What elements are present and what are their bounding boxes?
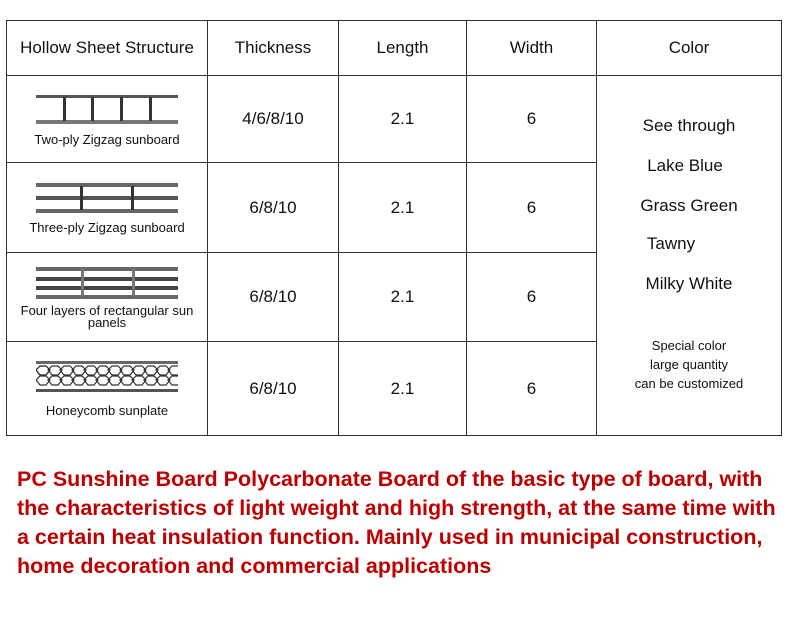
color-option: Milky White <box>645 274 733 293</box>
honeycomb-cell <box>167 365 178 376</box>
color-cell: See through Lake Blue Grass Green Tawny … <box>596 75 782 436</box>
honeycomb-cell <box>143 375 159 386</box>
thickness-cell: 4/6/8/10 <box>207 75 339 163</box>
structure-label: Four layers of rectangular sun panels <box>20 302 194 330</box>
color-option: Tawny <box>646 234 696 253</box>
length-cell: 2.1 <box>338 75 467 163</box>
structure-cell: (function(){var s=document.currentScript… <box>6 341 208 436</box>
structure-cell: Four layers of rectangular sun panels <box>6 252 208 342</box>
honeycomb-cell <box>119 365 135 376</box>
note-line: Special color <box>651 338 727 353</box>
header-thickness: Thickness <box>207 20 339 76</box>
honeycomb-cell <box>131 375 147 386</box>
honeycomb-cell <box>71 375 87 386</box>
honeycomb-cell <box>83 375 99 386</box>
honeycomb-cell <box>107 375 123 386</box>
length-cell: 2.1 <box>338 162 467 253</box>
honeycomb-cell <box>155 365 171 376</box>
honeycomb-cell <box>71 365 87 376</box>
honeycomb-cell <box>59 365 75 376</box>
length-cell: 2.1 <box>338 341 467 436</box>
table-row: Three-ply Zigzag sunboard 6/8/10 2.1 6 <box>6 162 782 253</box>
structure-cell: Two-ply Zigzag sunboard <box>6 75 208 163</box>
color-option: See through <box>642 116 736 135</box>
width-cell: 6 <box>466 341 597 436</box>
header-structure: Hollow Sheet Structure <box>6 20 208 76</box>
four-layer-section-icon <box>36 266 178 299</box>
honeycomb-section-icon: (function(){var s=document.currentScript… <box>36 361 178 392</box>
header-width: Width <box>466 20 597 76</box>
thickness-cell: 6/8/10 <box>207 341 339 436</box>
honeycomb-cell <box>119 375 135 386</box>
width-cell: 6 <box>466 75 597 163</box>
honeycomb-cell <box>131 365 147 376</box>
length-cell: 2.1 <box>338 252 467 342</box>
honeycomb-cell <box>107 365 123 376</box>
note-line: large quantity <box>649 357 729 372</box>
table-row: Two-ply Zigzag sunboard 4/6/8/10 2.1 6 S… <box>6 75 782 436</box>
honeycomb-cell <box>167 375 178 386</box>
honeycomb-cell <box>143 365 159 376</box>
two-ply-section-icon <box>36 94 178 124</box>
honeycomb-cell <box>36 375 51 386</box>
honeycomb-cell <box>47 365 63 376</box>
honeycomb-cell <box>47 375 63 386</box>
width-cell: 6 <box>466 162 597 253</box>
note-line: can be customized <box>634 376 744 391</box>
thickness-cell: 6/8/10 <box>207 162 339 253</box>
honeycomb-cell <box>83 365 99 376</box>
three-ply-section-icon <box>36 183 178 213</box>
structure-label: Two-ply Zigzag sunboard <box>34 131 180 147</box>
header-color: Color <box>596 20 782 76</box>
honeycomb-cell <box>36 365 51 376</box>
spec-table: Hollow Sheet Structure Thickness Length … <box>6 20 782 436</box>
table-header-row: Hollow Sheet Structure Thickness Length … <box>6 20 782 76</box>
color-option: Lake Blue <box>647 156 723 175</box>
honeycomb-cell <box>59 375 75 386</box>
special-color-note: Special color large quantity can be cust… <box>597 336 781 393</box>
honeycomb-cell <box>155 375 171 386</box>
thickness-cell: 6/8/10 <box>207 252 339 342</box>
honeycomb-cell <box>95 375 111 386</box>
structure-label: Three-ply Zigzag sunboard <box>29 220 185 235</box>
width-cell: 6 <box>466 252 597 342</box>
honeycomb-cell <box>95 365 111 376</box>
table-row: Four layers of rectangular sun panels 6/… <box>6 252 782 342</box>
structure-label: Honeycomb sunplate <box>45 403 169 418</box>
product-description: PC Sunshine Board Polycarbonate Board of… <box>17 467 776 578</box>
structure-cell: Three-ply Zigzag sunboard <box>6 162 208 253</box>
table-row: (function(){var s=document.currentScript… <box>6 341 782 436</box>
header-length: Length <box>338 20 467 76</box>
color-option: Grass Green <box>640 196 738 215</box>
